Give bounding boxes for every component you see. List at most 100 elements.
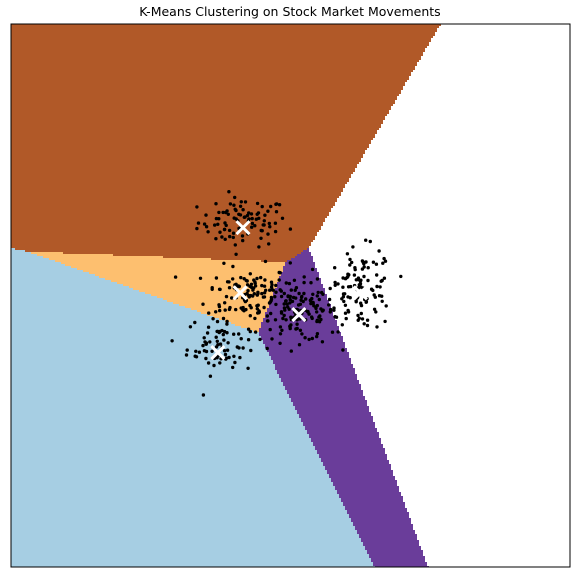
region-cell-cluster-0 [11,94,399,96]
region-cell-cluster-2 [11,400,291,402]
region-cell-cluster-2 [11,260,55,262]
data-point [274,283,278,288]
region-cell-cluster-0 [11,188,343,190]
data-point [382,256,386,261]
data-point [232,354,236,358]
region-cell-cluster-3 [317,450,385,452]
data-point [238,213,243,217]
region-cell-cluster-0 [11,78,409,80]
region-cell-cluster-3 [325,468,391,470]
region-cell-cluster-3 [283,268,317,270]
region-cell-cluster-2 [11,312,201,314]
region-cell-cluster-0 [11,232,317,234]
data-point [241,238,245,243]
data-point [227,286,232,290]
region-cell-cluster-0 [11,92,401,94]
data-point [290,299,295,304]
data-point [247,217,251,221]
region-cell-cluster-2 [11,508,345,510]
data-point [222,349,227,353]
data-point [204,342,208,346]
region-cell-cluster-3 [303,422,375,424]
data-point [292,278,297,282]
data-point [350,260,354,265]
region-cell-cluster-3 [287,390,363,392]
data-point [250,221,255,226]
region-cell-cluster-2 [11,350,267,352]
region-cell-cluster-0 [11,58,421,60]
data-point [197,350,202,354]
region-cell-cluster-1 [145,292,273,294]
region-cell-cluster-1 [117,282,277,284]
region-cell-cluster-2 [11,276,99,278]
region-cell-cluster-3 [347,512,409,514]
region-cell-cluster-3 [297,410,369,412]
region-cell-cluster-2 [11,282,117,284]
data-point [266,232,270,236]
region-cell-cluster-3 [367,552,423,554]
region-cell-cluster-3 [269,352,349,354]
region-cell-cluster-2 [11,484,333,486]
data-point [240,234,245,238]
data-point [246,327,251,331]
region-cell-cluster-3 [359,536,417,538]
region-cell-cluster-0 [11,210,331,212]
region-cell-cluster-2 [11,492,337,494]
region-cell-cluster-0 [11,228,321,230]
region-cell-cluster-2 [11,458,321,460]
region-cell-cluster-2 [11,462,323,464]
data-point [239,275,243,280]
region-cell-cluster-0 [11,242,311,244]
data-point [212,363,216,368]
region-cell-cluster-3 [275,364,353,366]
data-point [170,339,174,343]
region-cell-cluster-1 [247,328,259,330]
data-point [278,341,282,345]
region-cell-cluster-2 [11,500,341,502]
region-cell-cluster-3 [279,374,357,376]
region-cell-cluster-0 [11,128,379,130]
region-cell-cluster-2 [11,476,329,478]
region-cell-cluster-0 [11,52,423,54]
region-cell-cluster-3 [261,336,343,338]
region-cell-cluster-2 [11,482,333,484]
region-cell-cluster-3 [321,458,387,460]
region-cell-cluster-3 [315,448,385,450]
data-point [364,260,368,264]
region-cell-cluster-3 [321,460,389,462]
region-cell-cluster-2 [11,548,365,550]
region-cell-cluster-2 [11,384,283,386]
region-cell-cluster-0 [11,98,397,100]
region-cell-cluster-3 [283,384,361,386]
region-cell-cluster-2 [11,348,267,350]
data-point [223,221,227,225]
region-cell-cluster-1 [225,320,263,322]
region-cell-cluster-3 [289,394,363,396]
data-point [217,304,222,309]
region-cell-cluster-3 [325,466,391,468]
data-point [288,294,292,299]
data-point [227,307,232,312]
data-point [373,295,377,299]
data-point [329,307,333,312]
region-cell-cluster-1 [241,326,261,328]
region-cell-cluster-0 [11,156,363,158]
region-cell-cluster-2 [11,542,363,544]
region-cell-cluster-2 [11,474,329,476]
data-point [328,286,332,291]
region-cell-cluster-2 [11,536,359,538]
region-cell-cluster-2 [11,330,253,332]
region-cell-cluster-3 [343,502,405,504]
region-cell-cluster-2 [11,294,151,296]
data-point [332,308,336,312]
data-point [345,252,350,256]
data-point [302,291,306,296]
data-point [224,294,229,299]
region-cell-cluster-3 [349,514,409,516]
data-point [242,277,246,281]
data-point [253,330,258,334]
region-cell-cluster-3 [261,338,343,340]
data-point [239,200,243,204]
region-cell-cluster-0 [11,26,439,28]
data-point [231,264,235,269]
